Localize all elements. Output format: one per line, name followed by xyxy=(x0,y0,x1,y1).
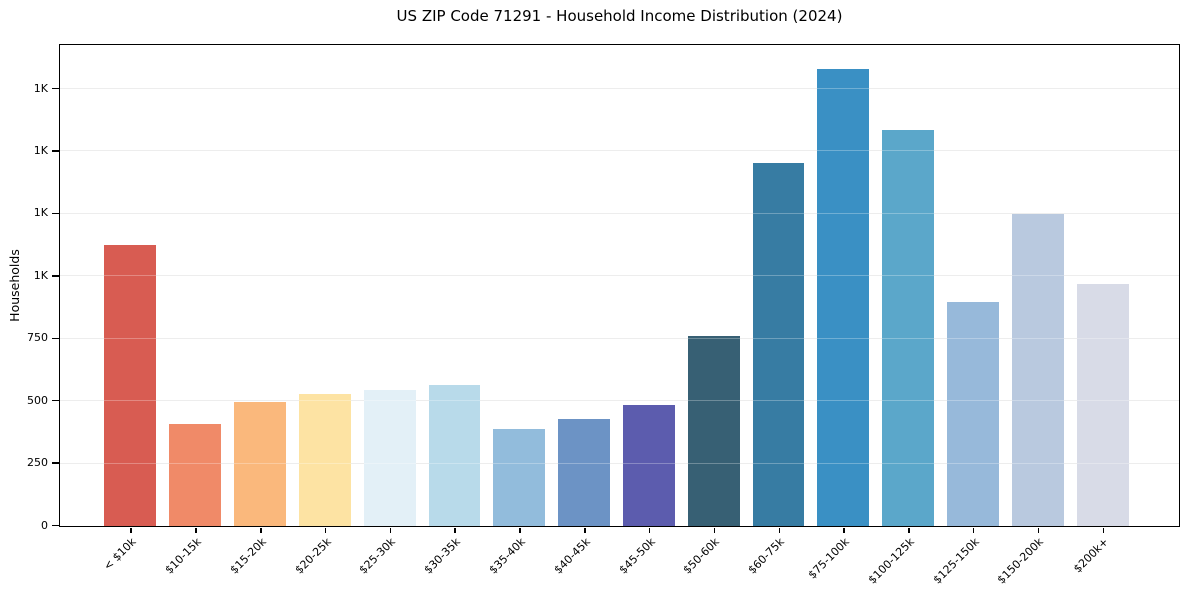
y-tick-mark xyxy=(52,399,59,402)
bar xyxy=(428,384,481,526)
gridline xyxy=(60,87,1179,89)
x-tick-mark xyxy=(195,528,197,533)
gridline xyxy=(60,400,1179,402)
x-tick-label: $40-45k xyxy=(551,535,593,577)
bar xyxy=(298,393,351,526)
grid-layer xyxy=(60,45,1179,526)
x-tick-mark xyxy=(324,528,327,533)
x-tick-mark xyxy=(1037,528,1040,533)
bar-slot: $50-60k xyxy=(681,45,746,577)
plot-area: < $10k $10-15k $15-20k $20-25k $25-30k $30-35… xyxy=(59,44,1180,586)
x-tick-mark xyxy=(908,528,910,533)
x-tick-mark xyxy=(843,528,845,533)
bar xyxy=(1011,213,1064,526)
bar-slot: $20-25k xyxy=(292,45,357,577)
x-tick-mark xyxy=(972,528,975,533)
gridline xyxy=(60,275,1179,277)
x-tick-mark xyxy=(584,528,586,533)
x-tick-label: $200k+ xyxy=(1071,535,1112,576)
bar-slot: $150-200k xyxy=(995,45,1070,586)
bar xyxy=(947,302,999,526)
y-tick-mark xyxy=(52,275,59,277)
x-tick-mark xyxy=(1102,528,1105,533)
x-tick-mark xyxy=(454,528,456,533)
y-tick-label: 1K xyxy=(33,81,48,95)
bars-layer: < $10k $10-15k $15-20k $20-25k $25-30k $30-35… xyxy=(98,45,1135,586)
x-tick-label: $10-15k xyxy=(162,535,204,577)
x-tick-label: $35-40k xyxy=(486,535,528,577)
x-tick-label: $50-60k xyxy=(680,535,723,577)
bar-slot: $40-45k xyxy=(551,45,617,577)
x-tick-mark xyxy=(648,528,651,533)
x-tick-label: $150-200k xyxy=(995,535,1047,587)
bar xyxy=(882,130,935,526)
y-tick-mark xyxy=(52,150,59,152)
bar-slot: $35-40k xyxy=(487,45,552,577)
bar xyxy=(687,336,740,526)
gridline xyxy=(60,212,1179,214)
x-tick-mark xyxy=(260,528,262,533)
y-tick-label: 250 xyxy=(27,456,48,470)
y-tick-mark xyxy=(52,337,59,340)
y-tick-label: 1K xyxy=(33,268,48,282)
x-tick-mark xyxy=(389,528,392,533)
bar-slot: $45-50k xyxy=(616,45,682,577)
chart-title: US ZIP Code 71291 - Household Income Dis… xyxy=(396,7,843,25)
x-tick-mark xyxy=(778,528,781,533)
x-tick-label: $75-100k xyxy=(805,535,852,582)
gridline xyxy=(60,462,1179,464)
bar xyxy=(1076,283,1129,526)
y-axis-label-wrap: Households xyxy=(6,44,22,527)
bar xyxy=(169,423,222,526)
x-tick-label: < $10k xyxy=(101,535,139,573)
y-tick-label: 0 xyxy=(41,518,48,532)
bar-slot: $100-125k xyxy=(865,45,941,586)
x-tick-mark xyxy=(713,528,716,533)
bar xyxy=(234,402,286,526)
x-tick-label: $45-50k xyxy=(616,535,658,577)
y-tick-mark xyxy=(52,87,59,90)
y-tick-label: 1K xyxy=(33,206,48,220)
bar-slot: $10-15k xyxy=(162,45,228,577)
x-tick-label: $30-35k xyxy=(421,535,463,577)
bar xyxy=(493,428,546,526)
bar xyxy=(558,418,611,526)
x-tick-mark xyxy=(130,528,132,533)
y-tick-mark xyxy=(52,462,59,464)
x-tick-label: $125-150k xyxy=(930,535,982,587)
y-axis-label: Households xyxy=(6,249,22,322)
bar xyxy=(622,404,675,526)
bar xyxy=(104,245,157,526)
bar-slot: $25-30k xyxy=(357,45,422,577)
y-tick-label: 500 xyxy=(27,393,48,407)
bar-slot: < $10k xyxy=(98,45,163,573)
bar-slot: $30-35k xyxy=(422,45,487,577)
bar xyxy=(817,68,870,526)
x-tick-label: $100-125k xyxy=(865,535,917,587)
bar-slot: $200k+ xyxy=(1070,45,1135,575)
x-tick-label: $60-75k xyxy=(745,535,788,577)
y-tick-mark xyxy=(52,524,59,527)
y-tick-label: 750 xyxy=(27,331,48,345)
x-tick-mark xyxy=(519,528,521,533)
bar-slot: $75-100k xyxy=(806,45,876,581)
bar xyxy=(752,162,805,526)
bar-slot: $60-75k xyxy=(746,45,811,577)
y-tick-mark xyxy=(52,212,59,215)
gridline xyxy=(60,150,1179,152)
x-tick-label: $25-30k xyxy=(356,535,399,577)
bar xyxy=(363,389,416,526)
gridline xyxy=(60,337,1179,339)
bar-slot: $15-20k xyxy=(227,45,293,577)
bar-slot: $125-150k xyxy=(930,45,1006,586)
x-tick-label: $20-25k xyxy=(292,535,334,577)
y-tick-label: 1K xyxy=(33,143,48,157)
x-tick-label: $15-20k xyxy=(227,535,269,577)
